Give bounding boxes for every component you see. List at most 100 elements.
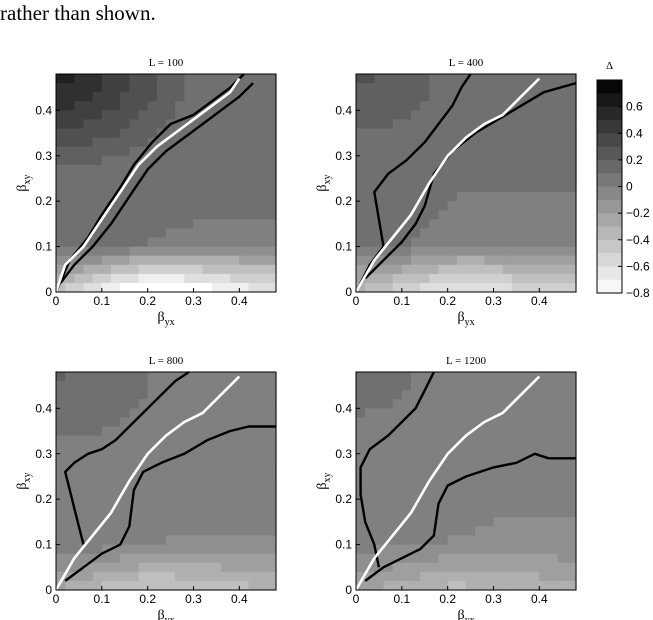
heatmap-cell [83, 526, 94, 537]
heatmap-cell [92, 372, 103, 382]
heatmap-cell [374, 481, 385, 491]
heatmap-cell [111, 110, 121, 121]
heatmap-cell [83, 255, 94, 266]
heatmap-cell [493, 580, 504, 591]
heatmap-cell [365, 462, 375, 473]
heatmap-cell [221, 390, 231, 400]
heatmap-cell [411, 435, 421, 446]
heatmap-cell [83, 183, 94, 193]
heatmap-cell [211, 435, 222, 446]
heatmap-cell [420, 128, 430, 139]
heatmap-cell [111, 119, 121, 130]
heatmap-cell [266, 408, 277, 419]
heatmap-cell [420, 426, 430, 437]
heatmap-cell [184, 508, 195, 518]
heatmap-cell [438, 508, 449, 518]
heatmap-cell [138, 255, 149, 266]
heatmap-cell [74, 399, 85, 409]
heatmap-cell [511, 526, 522, 537]
heatmap-cell [230, 417, 240, 428]
heatmap-cell [411, 282, 421, 293]
heatmap-cell [83, 481, 94, 491]
heatmap-cell [466, 399, 476, 409]
heatmap-cell [129, 173, 140, 184]
heatmap-cell [539, 74, 550, 84]
heatmap-cell [539, 517, 550, 528]
heatmap-cell [548, 192, 559, 202]
heatmap-cell [147, 228, 158, 239]
heatmap-cell [548, 246, 559, 257]
heatmap-cell [65, 453, 75, 464]
heatmap-cell [230, 201, 240, 211]
heatmap-cell [356, 282, 366, 293]
y-tick-label: 0.4 [35, 401, 52, 415]
heatmap-cell [557, 192, 568, 202]
heatmap-cell [429, 83, 440, 93]
heatmap-cell [101, 508, 112, 518]
heatmap-cell [230, 580, 240, 591]
heatmap-cell [65, 517, 75, 528]
heatmap-cell [365, 390, 375, 400]
heatmap-cell [429, 173, 440, 184]
heatmap-cell [120, 399, 130, 409]
heatmap-cell [557, 146, 568, 157]
heatmap-cell [83, 453, 94, 464]
heatmap-cell [56, 101, 66, 111]
heatmap-cell [456, 74, 467, 84]
heatmap-cell [74, 219, 85, 230]
heatmap-cell [548, 471, 559, 482]
heatmap-cell [221, 155, 231, 166]
heatmap-cell [548, 408, 559, 419]
heatmap-cell [521, 74, 531, 84]
heatmap-cell [175, 399, 185, 409]
heatmap-cell [521, 273, 531, 284]
heatmap-cell [438, 390, 449, 400]
heatmap-cell [401, 426, 412, 437]
heatmap-cell [466, 435, 476, 446]
heatmap-cell [493, 192, 504, 202]
colorbar-swatch [597, 239, 622, 254]
heatmap-cell [56, 237, 66, 248]
heatmap-cell [521, 128, 531, 139]
heatmap-cell [147, 372, 158, 382]
heatmap-cell [530, 562, 540, 573]
heatmap-cell [266, 192, 277, 202]
heatmap-cell [166, 435, 176, 446]
heatmap-cell [202, 255, 213, 266]
heatmap-cell [401, 92, 412, 102]
heatmap-cell [502, 74, 513, 84]
heatmap-cell [548, 219, 559, 230]
heatmap-cell [411, 246, 421, 257]
heatmap-cell [475, 183, 485, 193]
heatmap-cell [557, 201, 568, 211]
heatmap-cell [221, 571, 231, 582]
heatmap-cell [502, 408, 513, 419]
heatmap-cell [475, 535, 485, 546]
heatmap-cell [101, 535, 112, 546]
heatmap-cell [56, 408, 66, 419]
heatmap-cell [475, 381, 485, 391]
heatmap-cell [411, 255, 421, 266]
heatmap-cell [539, 237, 550, 248]
heatmap-cell [566, 471, 577, 482]
heatmap-cell [175, 101, 185, 111]
heatmap-cell [239, 128, 250, 139]
heatmap-cell [548, 137, 559, 148]
heatmap-cell [411, 155, 421, 166]
heatmap-cell [447, 453, 458, 464]
heatmap-cell [521, 219, 531, 230]
x-tick-label: 0.2 [139, 294, 156, 308]
heatmap-cell [257, 390, 268, 400]
heatmap-cell [420, 372, 430, 382]
heatmap-cell [184, 228, 195, 239]
heatmap-cell [147, 110, 158, 121]
heatmap-cell [111, 508, 121, 518]
heatmap-cell [111, 173, 121, 184]
heatmap-cell [557, 444, 568, 455]
heatmap-cell [521, 444, 531, 455]
heatmap-cell [521, 381, 531, 391]
heatmap-cell [557, 390, 568, 400]
heatmap-cell [138, 192, 149, 202]
x-axis-label-subscript: yx [165, 615, 175, 620]
heatmap-cell [92, 246, 103, 257]
